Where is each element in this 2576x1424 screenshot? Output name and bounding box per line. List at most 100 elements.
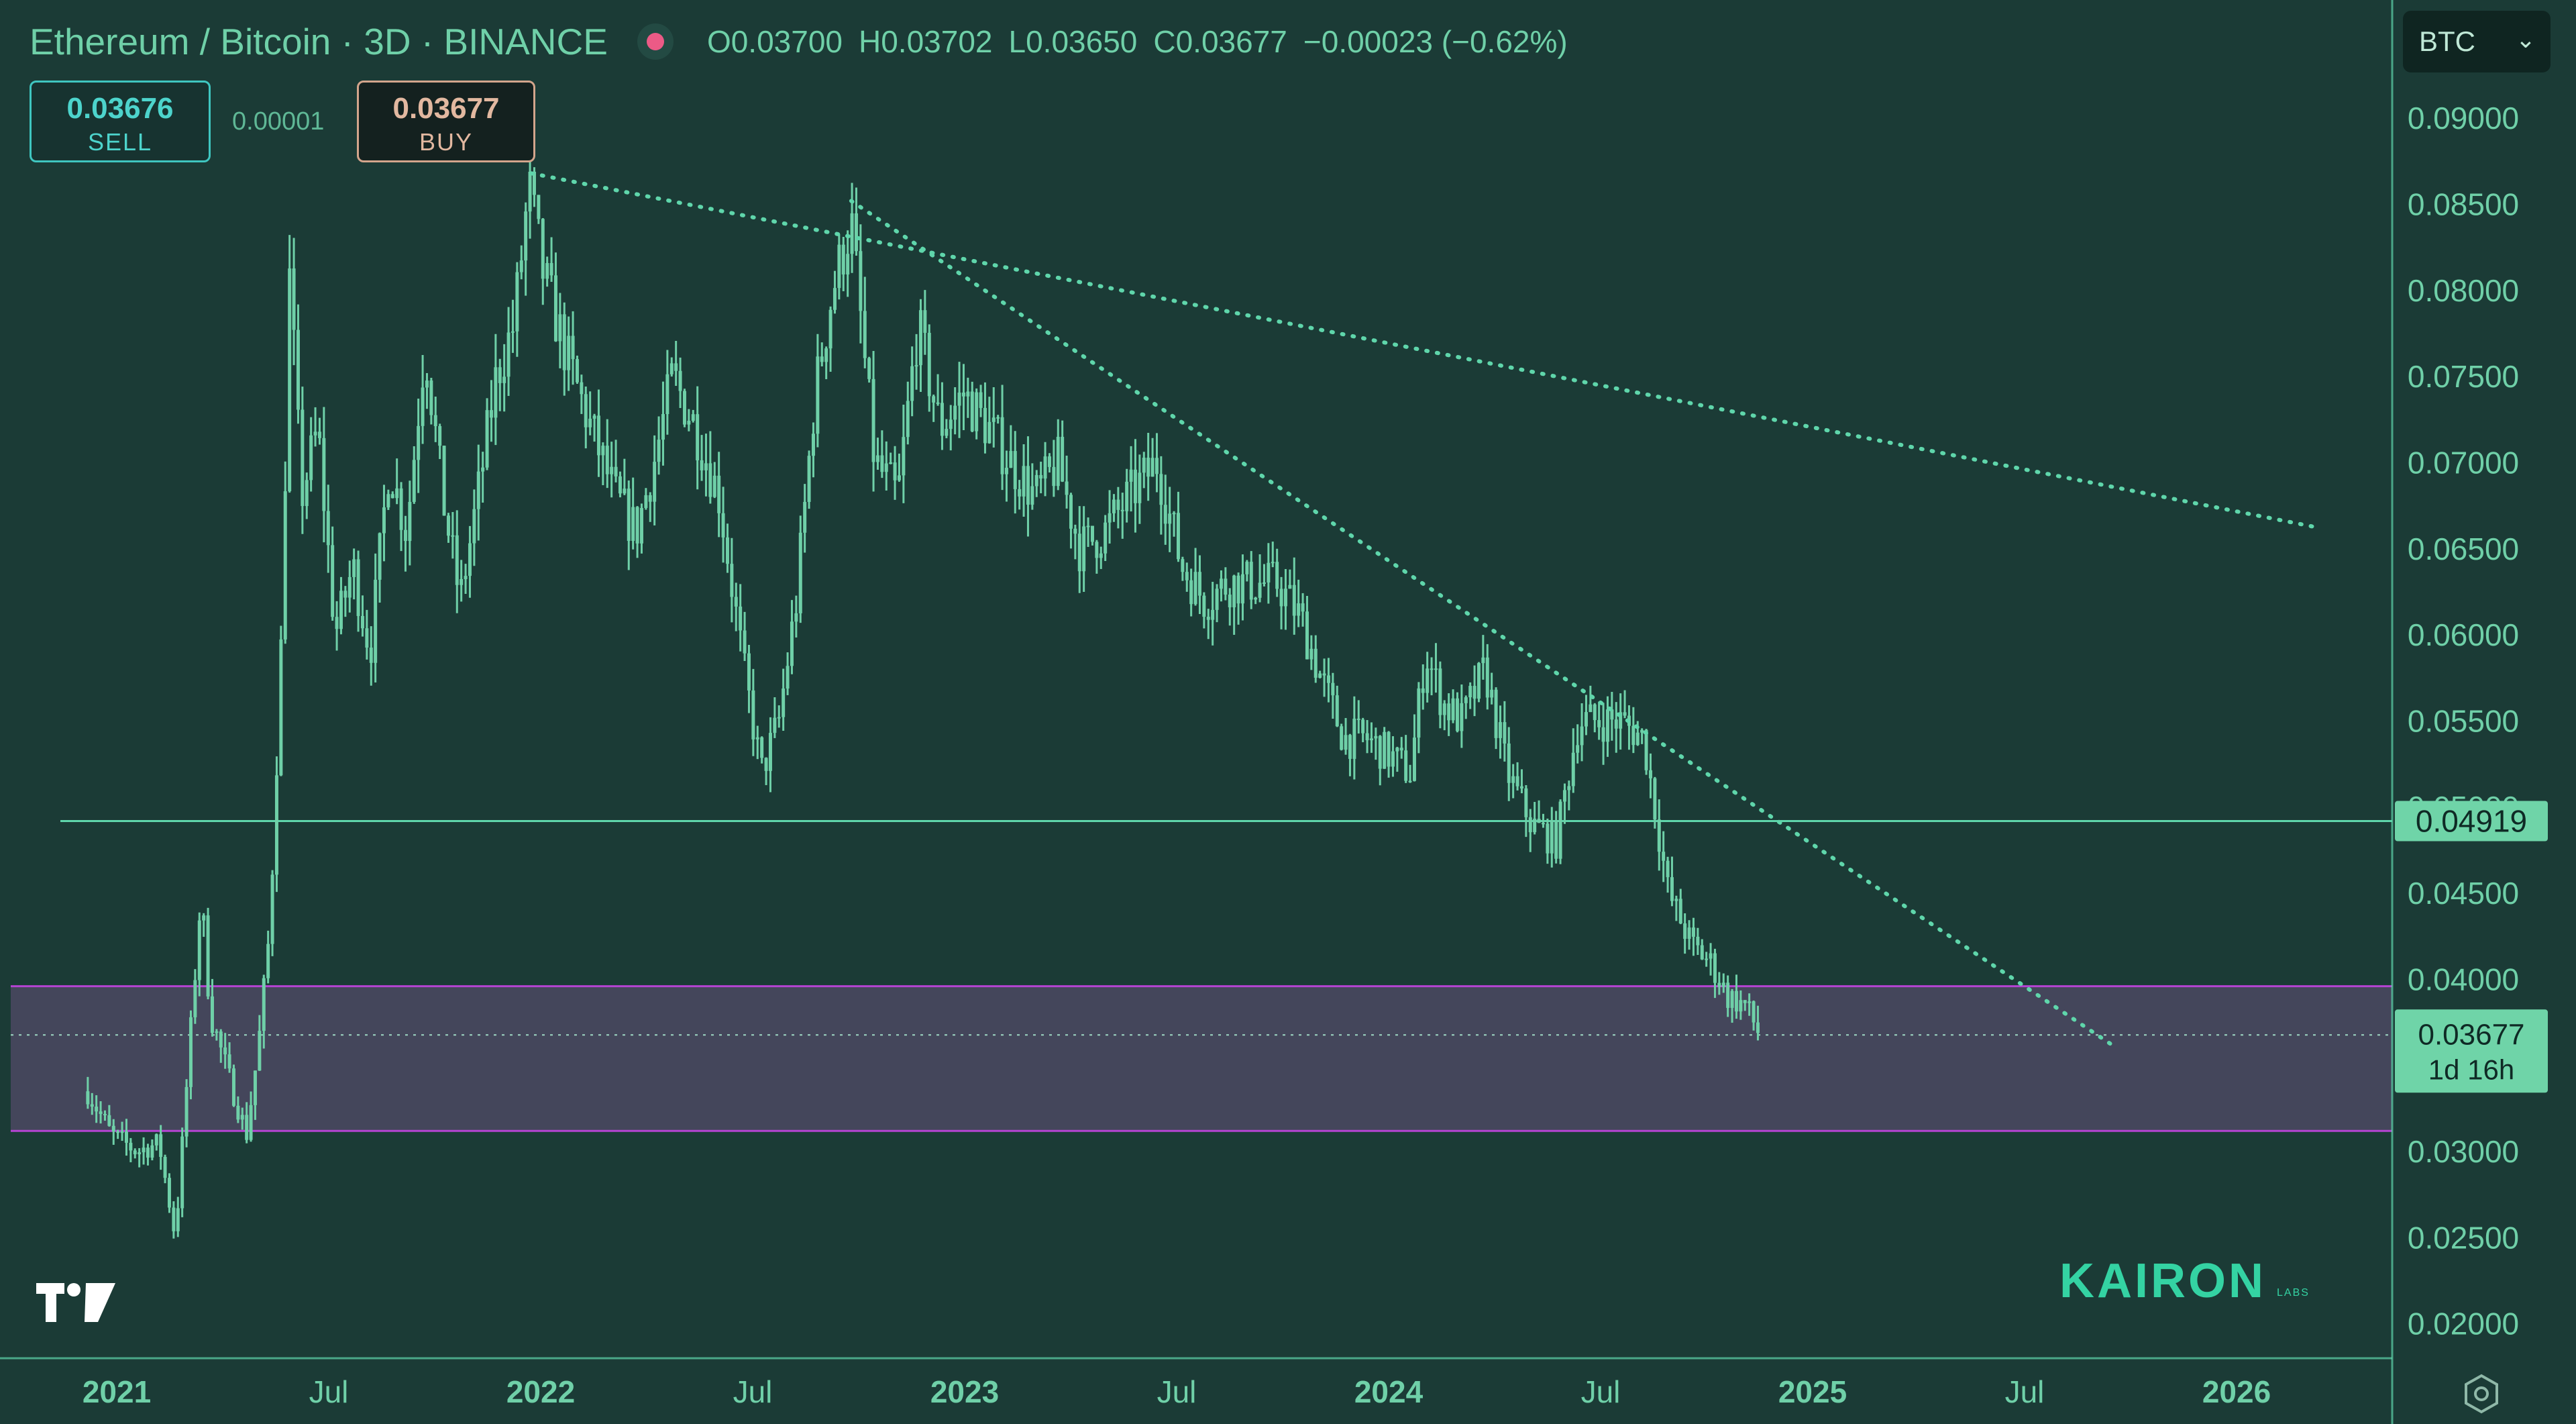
time-tick-label: Jul [733,1374,773,1409]
candle-body [1000,417,1004,474]
candle-body [1666,860,1670,878]
candle-body [712,475,716,497]
candle-body [880,455,884,472]
candle-body [777,717,781,719]
candle-body [1610,709,1614,720]
candle-body [1061,436,1065,482]
candle-body [116,1131,120,1133]
candle-body [528,171,532,212]
settings-gear-icon[interactable] [2459,1372,2504,1416]
candle-body [305,480,309,507]
candle-body [661,414,665,440]
candle-body [309,435,313,480]
candle-body [635,507,639,544]
candle-body [1116,499,1120,510]
candle-body [1519,786,1523,789]
watermark-sub: LABS [2277,1287,2310,1299]
candle-body [1086,525,1090,527]
candle-body [863,311,867,358]
candle-body [1043,456,1047,479]
candle-body [1039,474,1043,479]
candle-body [425,380,429,388]
candle-body [803,501,807,533]
candle-body [562,314,566,370]
candle-body [854,213,858,252]
candle-body [1447,703,1451,721]
candle-body [975,392,979,431]
symbol-title[interactable]: Ethereum / Bitcoin · 3D · BINANCE [30,21,608,62]
candle-body [1498,722,1502,738]
candle-body [142,1148,146,1153]
candle-body [1468,686,1472,698]
candle-body [674,363,678,371]
time-tick-label: Jul [1581,1374,1621,1409]
candle-body [1275,562,1279,589]
candle-body [575,359,579,383]
price-tick-label: 0.06500 [2408,531,2519,566]
candle-body [1267,562,1271,582]
candle-body [1374,735,1378,739]
candle-body [360,615,364,629]
candle-body [1305,611,1309,660]
candle-body [1292,584,1296,616]
candle-body [1631,725,1635,746]
candle-body [1181,559,1185,572]
candle-body [653,462,657,502]
candle-body [1069,495,1073,529]
candle-body [1485,657,1489,698]
candle-body [940,403,944,436]
candle-body [193,980,197,1017]
candle-body [558,314,562,342]
level-label: 0.04919 [2416,804,2527,839]
candle-body [1288,584,1292,589]
candle-body [1133,469,1137,503]
candle-body [1348,735,1352,759]
candle-body [1584,712,1588,727]
candle-body [1232,575,1236,607]
candle-body [1546,823,1550,854]
candle-body [610,466,614,474]
candle-body [696,414,700,460]
candle-body [592,415,596,419]
candle-body [163,1156,167,1178]
candle-body [1052,466,1056,487]
candle-body [747,653,751,691]
candle-body [219,1031,223,1048]
chevron-down-icon: ⌄ [2515,26,2536,53]
candle-body [524,211,528,261]
candle-body [1279,589,1283,607]
candle-body [1331,682,1335,696]
candle-body [356,559,360,616]
candle-body [584,394,588,427]
candle-body [1605,709,1609,742]
candle-body [1524,788,1528,817]
sell-button[interactable]: 0.03676 SELL [30,81,211,162]
candle-body [1125,481,1129,511]
candle-body [1657,819,1661,852]
candle-body [691,414,695,421]
candle-body [1391,751,1395,767]
candle-body [1104,522,1108,554]
candle-body [455,535,459,585]
candle-body [1743,1000,1747,1003]
candle-body [1554,820,1558,859]
candle-body [1430,668,1434,670]
candle-body [889,462,893,464]
candle-body [1589,704,1593,713]
candle-body [1090,525,1094,542]
candle-body [485,410,489,468]
candle-body [631,507,635,541]
currency-select[interactable]: BTC ⌄ [2403,11,2551,72]
time-tick-label: 2026 [2202,1374,2271,1409]
level-label-bg [2395,801,2548,842]
candle-body [227,1054,231,1069]
candle-body [1034,474,1038,487]
candle-body [627,489,631,541]
candle-body [412,460,416,502]
candle-body [708,463,712,497]
candle-body [991,417,996,422]
candle-body [1313,648,1318,678]
buy-button[interactable]: 0.03677 BUY [357,81,535,162]
candle-body [403,529,407,542]
